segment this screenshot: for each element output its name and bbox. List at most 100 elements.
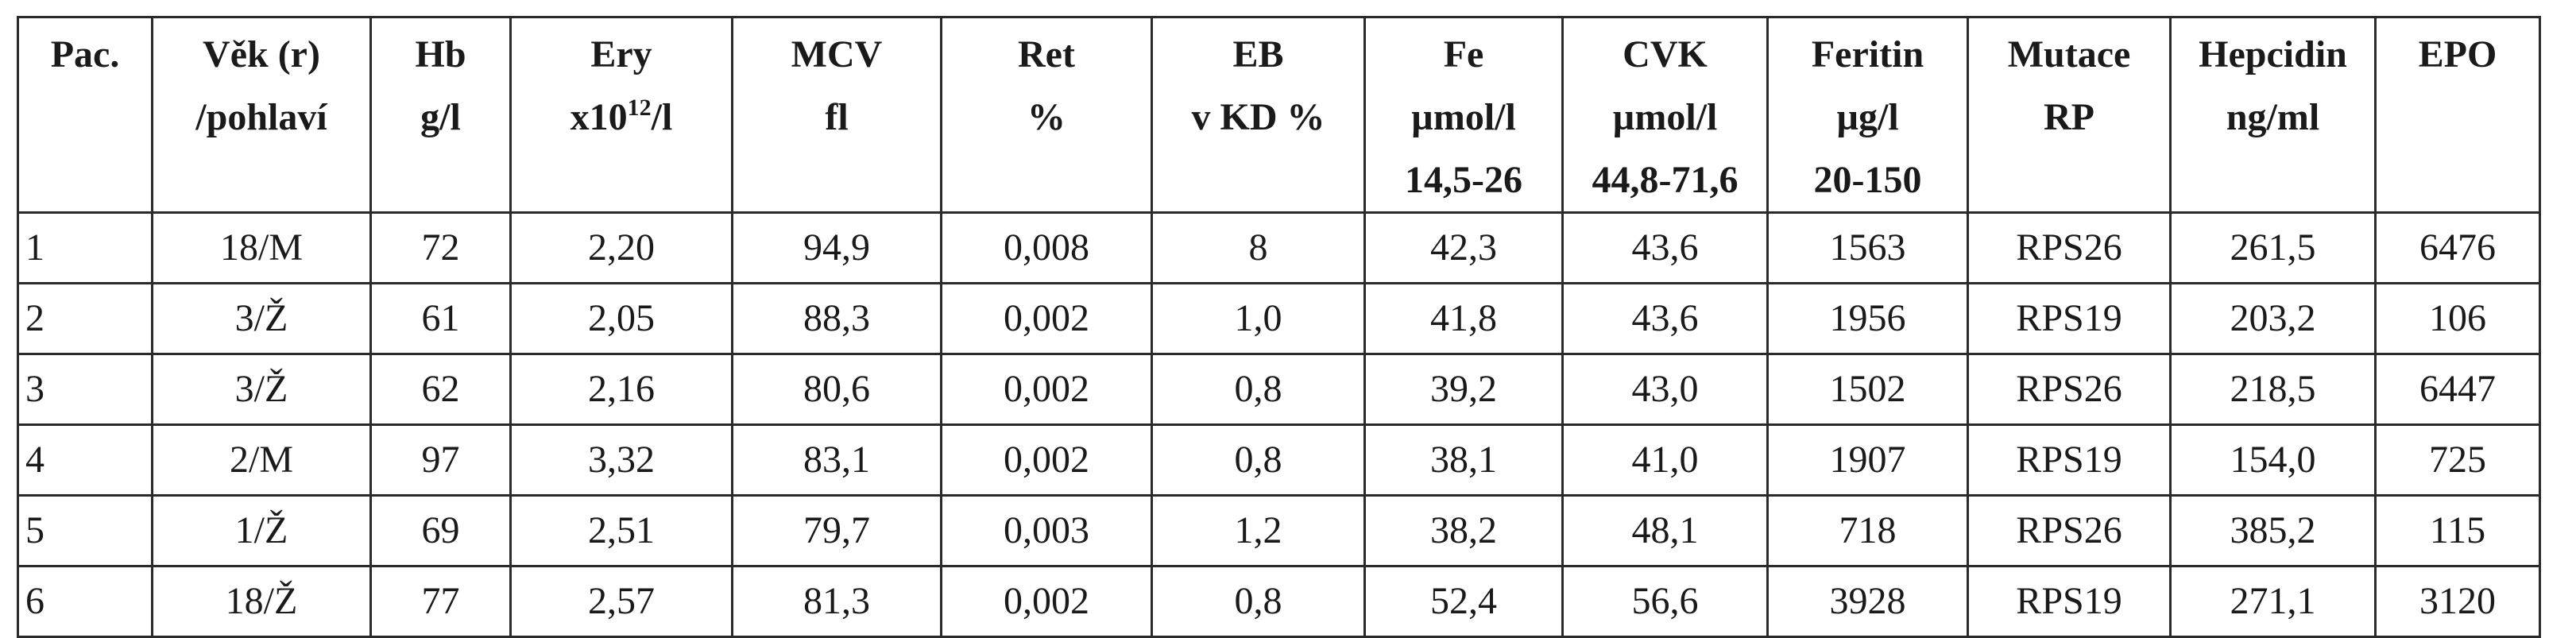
header-line: /pohlaví — [195, 96, 327, 138]
table-cell: 0,8 — [1151, 565, 1366, 638]
table-cell: 0,002 — [940, 565, 1153, 638]
table-cell: 271,1 — [2169, 565, 2377, 638]
table-cell: 8 — [1151, 211, 1366, 284]
table-cell: RPS26 — [1967, 211, 2172, 284]
table-cell: 62 — [369, 353, 512, 426]
header-cell: Feritin µg/l 20-150 — [1766, 16, 1969, 214]
table-cell: 2/M — [151, 423, 372, 497]
table-cell: 261,5 — [2169, 211, 2377, 284]
table-cell: 0,002 — [940, 282, 1153, 355]
header-line: RP — [2044, 96, 2094, 138]
header-cell: EPO — [2374, 16, 2541, 214]
table-cell: RPS26 — [1967, 494, 2172, 567]
table-cell: 718 — [1766, 494, 1969, 567]
table-cell: 0,008 — [940, 211, 1153, 284]
table-cell: 72 — [369, 211, 512, 284]
table-cell: 1563 — [1766, 211, 1969, 284]
table-cell: 218,5 — [2169, 353, 2377, 426]
header-cell: MCV fl — [731, 16, 942, 214]
table-cell: 42,3 — [1363, 211, 1564, 284]
table-cell: 83,1 — [731, 423, 942, 497]
table-cell: 3/Ž — [151, 353, 372, 426]
header-line: Fe — [1443, 33, 1484, 75]
table-cell: 18/M — [151, 211, 372, 284]
header-line: v KD % — [1191, 96, 1325, 138]
table-cell: 3,32 — [509, 423, 733, 497]
table-cell: 1907 — [1766, 423, 1969, 497]
header-cell: Pac. — [17, 16, 153, 214]
table-cell: 52,4 — [1363, 565, 1564, 638]
table-cell: 56,6 — [1561, 565, 1769, 638]
table-cell: 1/Ž — [151, 494, 372, 567]
table-cell: 3120 — [2374, 565, 2541, 638]
table-cell: 0,8 — [1151, 423, 1366, 497]
table-cell: 725 — [2374, 423, 2541, 497]
table-cell: RPS19 — [1967, 282, 2172, 355]
header-line: Mutace — [2007, 33, 2131, 75]
header-line: Feritin — [1811, 33, 1924, 75]
table-cell: 1956 — [1766, 282, 1969, 355]
header-line: 44,8-71,6 — [1592, 159, 1739, 201]
table-cell: 43,6 — [1561, 282, 1769, 355]
table-cell: 6476 — [2374, 211, 2541, 284]
table-cell: 203,2 — [2169, 282, 2377, 355]
table-cell: 115 — [2374, 494, 2541, 567]
header-cell: Fe µmol/l 14,5-26 — [1363, 16, 1564, 214]
header-line: EPO — [2418, 33, 2497, 75]
table-cell: 18/Ž — [151, 565, 372, 638]
header-line: Ret — [1018, 33, 1075, 75]
table-cell: 0,003 — [940, 494, 1153, 567]
unit-exponent: 12 — [627, 95, 652, 121]
table-cell: 2,16 — [509, 353, 733, 426]
table-cell: 3928 — [1766, 565, 1969, 638]
table-cell: 2,05 — [509, 282, 733, 355]
table-cell: 154,0 — [2169, 423, 2377, 497]
table-cell: 79,7 — [731, 494, 942, 567]
table-cell: 3/Ž — [151, 282, 372, 355]
table-cell: 1,0 — [1151, 282, 1366, 355]
header-line: Věk (r) — [203, 33, 320, 75]
table-cell: 5 — [17, 494, 153, 567]
header-cell: CVK µmol/l 44,8-71,6 — [1561, 16, 1769, 214]
header-cell: Ery x1012/l — [509, 16, 733, 214]
table-cell: 88,3 — [731, 282, 942, 355]
table-cell: 2 — [17, 282, 153, 355]
table-cell: 97 — [369, 423, 512, 497]
header-cell: Hb g/l — [369, 16, 512, 214]
header-line: µg/l — [1836, 96, 1899, 138]
table-cell: 38,1 — [1363, 423, 1564, 497]
table-cell: 0,002 — [940, 353, 1153, 426]
header-cell: Mutace RP — [1967, 16, 2172, 214]
table-cell: 77 — [369, 565, 512, 638]
header-line: Hepcidin — [2199, 33, 2347, 75]
header-line: µmol/l — [1612, 96, 1718, 138]
table-cell: 6 — [17, 565, 153, 638]
header-cell: EB v KD % — [1151, 16, 1366, 214]
unit-rest: /l — [651, 96, 673, 138]
header-line: EB — [1232, 33, 1284, 75]
table-cell: 106 — [2374, 282, 2541, 355]
table-cell: 1502 — [1766, 353, 1969, 426]
data-table: Pac. Věk (r)/pohlaví Hb g/l Ery x1012/l MCV fl R… — [17, 16, 2541, 638]
table-cell: RPS19 — [1967, 423, 2172, 497]
table-cell: 94,9 — [731, 211, 942, 284]
table-cell: 41,0 — [1561, 423, 1769, 497]
table-row: 4 2/M 97 3,32 83,1 0,002 0,8 38,1 41,0 1907 RPS19 1… — [17, 423, 2541, 497]
unit-base: x10 — [570, 96, 628, 138]
header-line: fl — [825, 96, 849, 138]
table-row: 6 18/Ž 77 2,57 81,3 0,002 0,8 52,4 56,6 3928 RPS19… — [17, 565, 2541, 638]
table-cell: 2,57 — [509, 565, 733, 638]
header-line: % — [1027, 96, 1066, 138]
table-cell: 2,20 — [509, 211, 733, 284]
table-cell: RPS26 — [1967, 353, 2172, 426]
header-line: x1012/l — [520, 86, 723, 149]
table-cell: 1,2 — [1151, 494, 1366, 567]
header-line: CVK — [1623, 33, 1708, 75]
header-cell: Hepcidin ng/ml — [2169, 16, 2377, 214]
header-line: Ery — [590, 33, 652, 75]
table-cell: 4 — [17, 423, 153, 497]
table-cell: 43,6 — [1561, 211, 1769, 284]
header-row: Pac. Věk (r) /pohlaví Hb g/l Ery x1012/l MCV fl R… — [17, 16, 2541, 214]
header-line: 20-150 — [1813, 159, 1922, 201]
